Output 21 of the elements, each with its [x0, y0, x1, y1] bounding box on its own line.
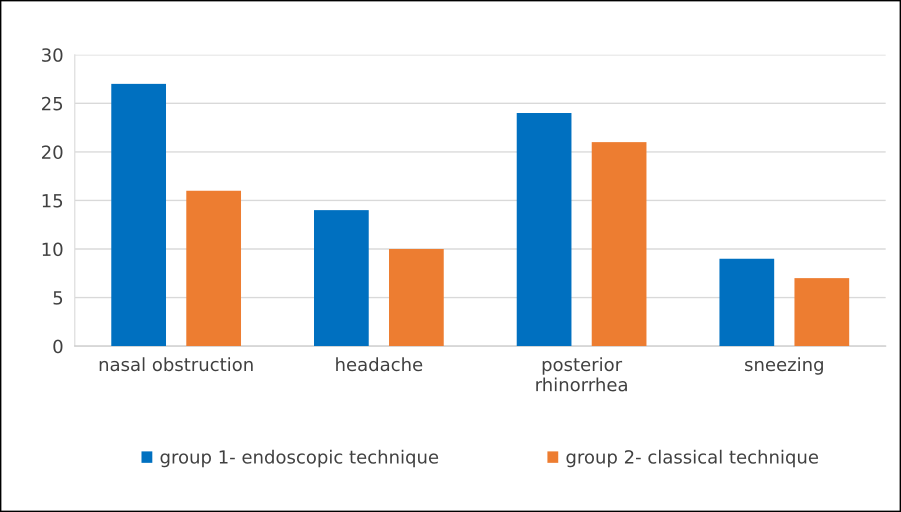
bar — [794, 278, 850, 346]
bar — [592, 142, 646, 346]
x-tick-label: headache — [336, 357, 422, 372]
x-tick-label: nasal obstruction — [100, 357, 253, 372]
y-tick-label: 0 — [53, 340, 62, 354]
x-tick-label: posterior rhinorrhea — [536, 357, 627, 392]
y-tick-label: 5 — [54, 291, 62, 305]
y-tick-label: 10 — [42, 242, 62, 256]
bar — [111, 84, 166, 346]
bar — [186, 190, 242, 346]
bar — [719, 258, 774, 346]
x-tick-label: sneezing — [745, 357, 823, 375]
bar — [389, 249, 444, 346]
y-tick-label: 30 — [42, 48, 62, 62]
legend-label: group 2- classical technique — [566, 450, 818, 468]
bar — [516, 113, 572, 346]
y-tick-label: 20 — [42, 145, 62, 160]
bar — [314, 210, 369, 346]
y-tick-label: 15 — [42, 194, 62, 208]
y-tick-label: 25 — [42, 96, 62, 110]
legend-label: group 1- endoscopic technique — [160, 450, 438, 468]
